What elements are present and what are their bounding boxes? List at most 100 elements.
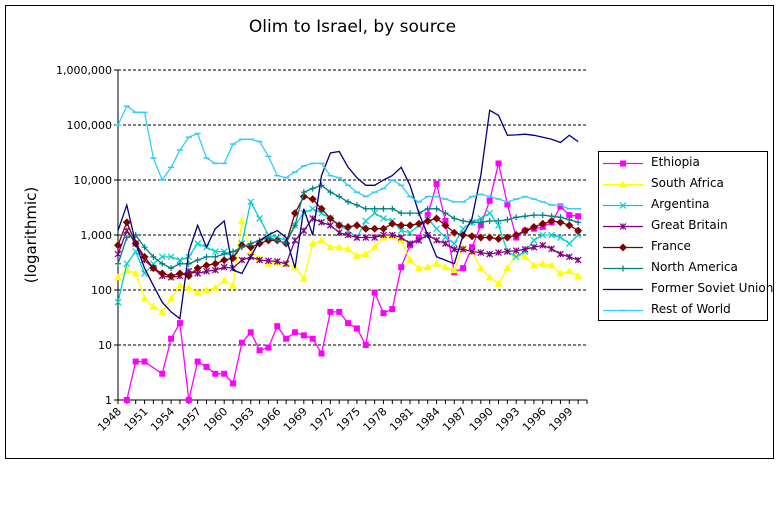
data-point-argentina [512, 253, 520, 261]
x-tick-label: 1987 [440, 405, 469, 434]
data-point-great-britain [503, 248, 511, 255]
data-point-great-britain [344, 231, 352, 239]
data-point-ethiopia [389, 306, 396, 313]
x-tick-label: 1981 [387, 405, 416, 434]
data-point-south-africa [432, 259, 441, 267]
data-point-great-britain [371, 234, 379, 241]
data-point-north-america [123, 234, 130, 241]
data-point-north-america [238, 244, 245, 251]
data-point-france [184, 271, 193, 280]
data-point-ethiopia [203, 363, 210, 370]
legend-symbol-france [603, 243, 643, 252]
data-point-argentina [362, 217, 370, 225]
data-point-south-africa [175, 281, 184, 289]
data-point-argentina [565, 240, 573, 247]
data-point-ethiopia [566, 212, 573, 219]
data-point-north-america [477, 219, 484, 226]
data-point-ethiopia [265, 344, 272, 351]
data-point-north-america [451, 215, 458, 222]
data-point-france [521, 226, 530, 235]
data-point-south-africa [485, 273, 494, 281]
data-point-great-britain [282, 260, 290, 268]
legend-marker [620, 265, 626, 272]
data-point-south-africa [503, 264, 512, 272]
data-point-ethiopia [256, 347, 263, 354]
legend-symbol-great-britain [603, 223, 643, 230]
x-tick-label: 1957 [175, 405, 204, 434]
data-point-france [317, 204, 326, 213]
legend-marker [619, 223, 627, 230]
legend-symbol-former-soviet-union [603, 288, 643, 291]
data-point-north-america [460, 217, 467, 224]
data-point-south-africa [494, 279, 503, 287]
data-point-france [397, 221, 406, 230]
data-point-north-america [557, 214, 564, 221]
data-point-north-america [407, 210, 414, 217]
data-point-ethiopia [353, 325, 360, 332]
data-point-south-africa [547, 261, 556, 269]
data-point-north-america [575, 219, 582, 226]
legend-marker [619, 202, 627, 209]
legend-label-rest-of-world: Rest of World [651, 302, 731, 316]
data-point-argentina [185, 253, 193, 261]
data-point-great-britain [397, 234, 405, 241]
data-point-great-britain [574, 256, 582, 264]
data-point-north-america [433, 205, 440, 212]
data-point-north-america [486, 217, 493, 224]
data-point-argentina [211, 248, 219, 255]
data-point-ethiopia [486, 197, 493, 204]
data-point-ethiopia [123, 397, 130, 403]
series-line-former-soviet-union [117, 109, 579, 321]
chart-legend: Ethiopia South Africa Argentina Great Brita… [598, 151, 773, 321]
legend-symbol-ethiopia [603, 160, 643, 167]
data-point-south-africa [220, 276, 229, 284]
data-point-south-africa [450, 266, 459, 274]
data-point-south-africa [521, 252, 530, 260]
data-point-north-america [327, 189, 334, 196]
data-point-france [547, 216, 556, 225]
data-point-north-america [168, 265, 175, 272]
legend-label-south-africa: South Africa [651, 176, 724, 190]
data-point-south-africa [335, 243, 344, 251]
data-point-great-britain [477, 249, 485, 256]
data-point-south-africa [140, 294, 149, 302]
data-point-france [122, 218, 131, 227]
data-point-south-africa [441, 263, 450, 271]
data-point-ethiopia [380, 310, 387, 317]
data-point-north-america [380, 205, 387, 212]
data-point-france [467, 232, 476, 241]
data-point-france [485, 233, 494, 242]
data-point-ethiopia [318, 350, 325, 357]
x-tick-label: 1951 [122, 405, 151, 434]
data-point-north-america [300, 189, 307, 196]
legend-item-argentina: Argentina [599, 195, 767, 216]
data-point-ethiopia [300, 332, 307, 339]
data-point-france [335, 221, 344, 230]
data-point-north-america [398, 210, 405, 217]
data-point-north-america [141, 244, 148, 251]
data-point-france [175, 269, 184, 278]
y-tick-label: 10,000 [74, 174, 113, 187]
data-point-south-africa [556, 269, 565, 277]
data-point-france [114, 241, 122, 250]
data-point-south-africa [237, 216, 246, 224]
data-point-argentina [256, 215, 264, 222]
legend-item-france: France [599, 237, 767, 258]
data-point-ethiopia [575, 213, 582, 220]
data-point-south-africa [414, 264, 423, 272]
data-point-south-africa [202, 286, 211, 293]
data-point-great-britain [265, 257, 272, 265]
data-point-ethiopia [495, 160, 502, 167]
data-point-ethiopia [238, 339, 245, 346]
legend-item-great-britain: Great Britain [599, 216, 767, 237]
data-point-ethiopia [468, 244, 475, 251]
data-point-france [414, 219, 423, 228]
data-point-argentina [397, 227, 405, 235]
data-point-south-africa [184, 283, 193, 291]
data-point-great-britain [256, 256, 264, 264]
data-point-great-britain [362, 234, 370, 241]
legend-item-former-soviet-union: Former Soviet Union [599, 279, 773, 300]
data-point-south-africa [423, 263, 432, 271]
data-point-france [379, 224, 388, 233]
data-point-argentina [486, 209, 494, 217]
